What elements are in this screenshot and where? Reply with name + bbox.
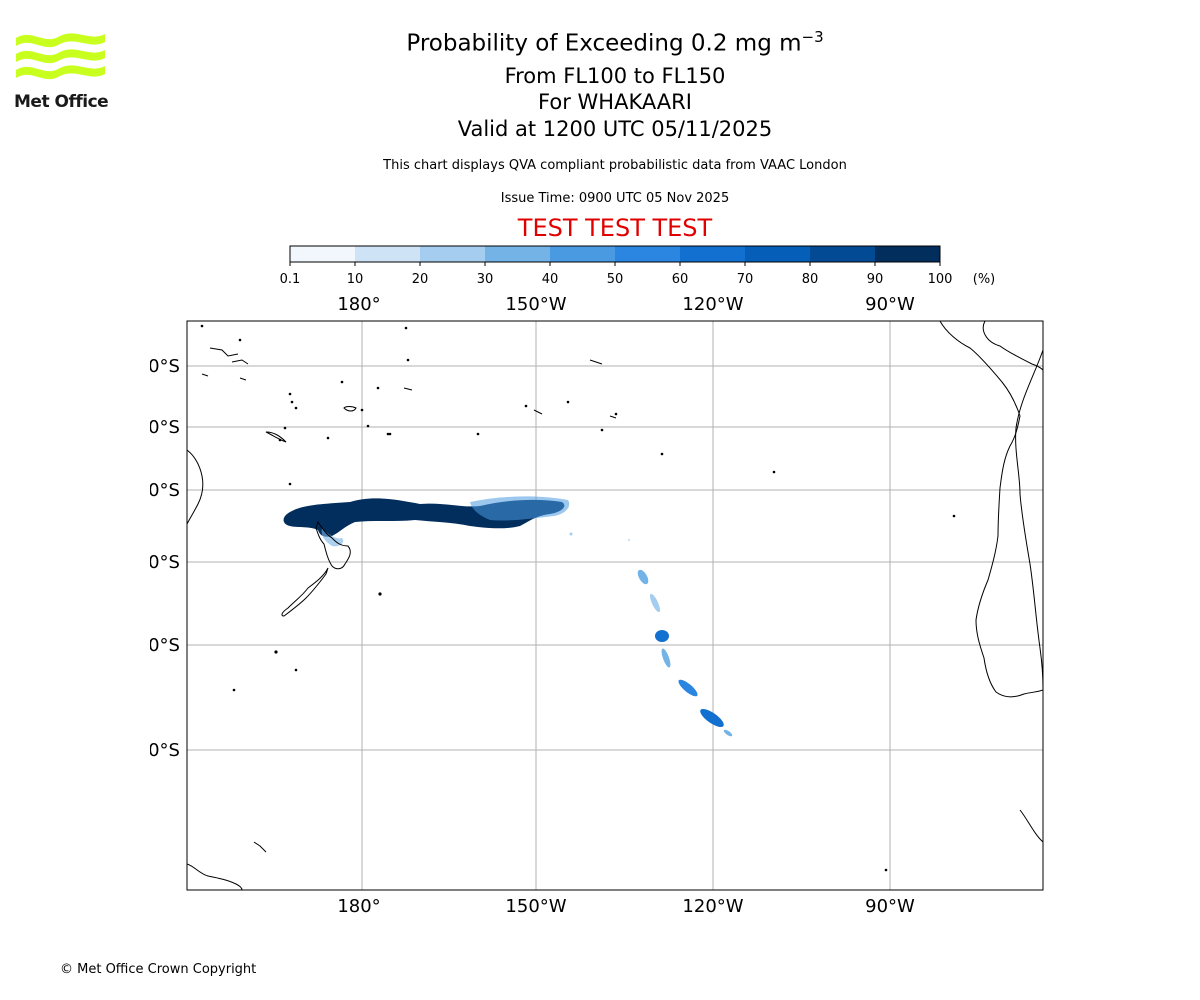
- colorbar-tick-label: 100: [928, 272, 953, 287]
- colorbar-box: [615, 246, 681, 262]
- colorbar-tick-label: 70: [737, 272, 754, 287]
- lon-label-bottom-180: 180°: [337, 896, 380, 917]
- lat-label-60s: 60°S: [150, 740, 180, 761]
- colorbar-tick-label: 30: [477, 272, 494, 287]
- chart-title: Probability of Exceeding 0.2 mg m−3: [0, 28, 1200, 57]
- colorbar-tick-label: 50: [607, 272, 624, 287]
- lon-label-bottom-120w: 120°W: [682, 896, 743, 917]
- colorbar-tick-label: 20: [412, 272, 429, 287]
- title-main-text: Probability of Exceeding 0.2 mg m: [406, 31, 801, 57]
- colorbar-tick-label: 80: [802, 272, 819, 287]
- lon-label-top-90w: 90°W: [865, 294, 915, 315]
- test-banner: TEST TEST TEST: [0, 214, 1200, 242]
- lat-label-30s: 30°S: [150, 480, 180, 501]
- colorbar: 0.1 10 20 30 40 50 60 70 80 90 100 (%): [270, 240, 1030, 292]
- colorbar-box: [485, 246, 551, 262]
- colorbar-box: [355, 246, 421, 262]
- colorbar-unit: (%): [973, 272, 996, 287]
- colorbar-box: [810, 246, 876, 262]
- colorbar-tick-label: 0.1: [280, 272, 301, 287]
- colorbar-box: [680, 246, 746, 262]
- colorbar-tick-label: 10: [347, 272, 364, 287]
- map-background: [187, 321, 1043, 890]
- lat-label-40s: 40°S: [150, 552, 180, 573]
- lon-label-bottom-150w: 150°W: [505, 896, 566, 917]
- info-text: This chart displays QVA compliant probab…: [0, 158, 1200, 173]
- lon-label-top-120w: 120°W: [682, 294, 743, 315]
- issue-time: Issue Time: 0900 UTC 05 Nov 2025: [0, 191, 1200, 206]
- colorbar-tick-label: 40: [542, 272, 559, 287]
- colorbar-boxes: [290, 246, 941, 262]
- lon-label-top-180: 180°: [337, 294, 380, 315]
- copyright: © Met Office Crown Copyright: [60, 962, 256, 977]
- lon-label-top-150w: 150°W: [505, 294, 566, 315]
- colorbar-box: [875, 246, 941, 262]
- volcano-name: For WHAKAARI: [0, 90, 1200, 114]
- colorbar-tick-label: 90: [867, 272, 884, 287]
- lat-label-20s: 20°S: [150, 417, 180, 438]
- title-exponent: −3: [802, 28, 824, 46]
- colorbar-box: [290, 246, 356, 262]
- colorbar-box: [420, 246, 486, 262]
- colorbar-ticks: 0.1 10 20 30 40 50 60 70 80 90 100: [280, 262, 953, 287]
- colorbar-box: [550, 246, 616, 262]
- colorbar-tick-label: 60: [672, 272, 689, 287]
- flight-level-range: From FL100 to FL150: [0, 64, 1200, 88]
- lat-label-10s: 10°S: [150, 356, 180, 377]
- colorbar-box: [745, 246, 811, 262]
- ash-probability-map: 180° 150°W 120°W 90°W 180° 150°W 120°W 9…: [150, 290, 1070, 930]
- lon-label-bottom-90w: 90°W: [865, 896, 915, 917]
- valid-time: Valid at 1200 UTC 05/11/2025: [0, 117, 1200, 141]
- lat-label-50s: 50°S: [150, 635, 180, 656]
